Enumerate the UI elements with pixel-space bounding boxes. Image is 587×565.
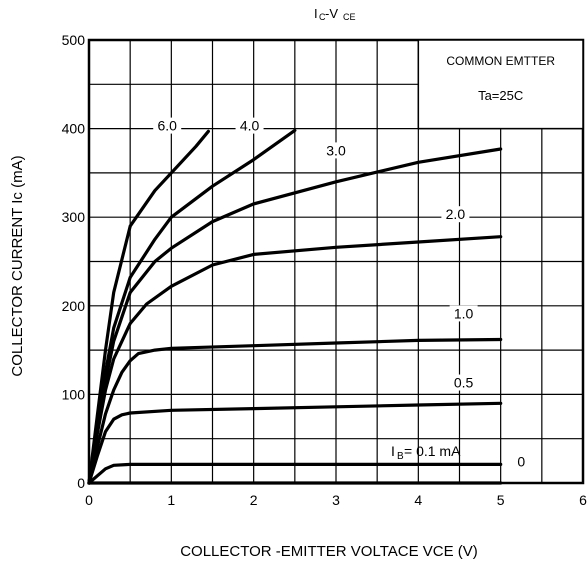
- annotation-line-2: Ta=25C: [478, 88, 523, 103]
- curve-ib-0.5: [87, 401, 503, 485]
- curve-label-bg: [449, 374, 478, 391]
- curve-label-2.0: 2.0: [446, 206, 466, 222]
- curve-group: [87, 128, 503, 485]
- curve-label-bg: [153, 117, 182, 134]
- x-tick-label: 6: [579, 492, 587, 508]
- chart-title-c: C: [319, 12, 326, 22]
- y-axis-label: COLLECTOR CURRENT Ic (mA): [9, 155, 26, 376]
- ib-label-b: B: [397, 451, 404, 462]
- ib-label-value: = 0.1 mA: [404, 443, 461, 459]
- y-tick-label: 200: [62, 298, 86, 314]
- curve-ib-0.1: [87, 462, 503, 485]
- curve-label-0: 0: [517, 453, 525, 469]
- curve-label-4.0: 4.0: [240, 118, 260, 134]
- chart-title-v: -V: [325, 6, 338, 21]
- curve-label-bg: [441, 206, 470, 223]
- curve-label-bg: [322, 142, 350, 159]
- x-tick-label: 3: [332, 492, 340, 508]
- curve-label-group: 6.0 4.0 3.0 2.0 1.0 0.5 0: [153, 117, 536, 470]
- x-tick-label: 2: [250, 492, 258, 508]
- chart-title-ce: CE: [343, 12, 356, 22]
- ib-label-i: I: [391, 443, 395, 459]
- y-tick-label: 100: [62, 386, 86, 402]
- annotation-box-frame: [417, 39, 584, 130]
- chart-title-i: I: [314, 6, 318, 21]
- annotation-line-1: COMMON EMTTER: [446, 54, 555, 68]
- y-tick-label: 400: [62, 121, 86, 137]
- x-tick-label: 4: [414, 492, 422, 508]
- x-tick-label: 0: [85, 492, 93, 508]
- x-tick-label: 1: [167, 492, 175, 508]
- curve-ib-6.0: [87, 129, 210, 485]
- x-axis-label: COLLECTOR -EMITTER VOLTACE VCE (V): [180, 543, 478, 560]
- y-tick-label: 500: [62, 32, 86, 48]
- curve-label-bg: [449, 305, 478, 322]
- curve-ib-1.0: [87, 337, 503, 485]
- annotation-box: COMMON EMTTER Ta=25C: [417, 39, 584, 130]
- y-tick-label: 300: [62, 209, 86, 225]
- curve-label-bg: [235, 117, 264, 134]
- x-tick-label: 5: [497, 492, 505, 508]
- curve-label-bg: [507, 453, 536, 470]
- curve-label-6.0: 6.0: [157, 118, 177, 134]
- curve-label-3.0: 3.0: [326, 142, 346, 158]
- curve-label-1.0: 1.0: [454, 305, 474, 321]
- y-tick-label: 0: [77, 475, 85, 491]
- ib-label: I B = 0.1 mA: [391, 443, 461, 462]
- curve-label-0.5: 0.5: [454, 375, 474, 391]
- chart-title: I C -V CE: [314, 6, 356, 22]
- tick-label-group: 0 1 2 3 4 5 6 0 100 200 300 400 500: [62, 32, 587, 508]
- curve-ib-4.0: [87, 128, 297, 485]
